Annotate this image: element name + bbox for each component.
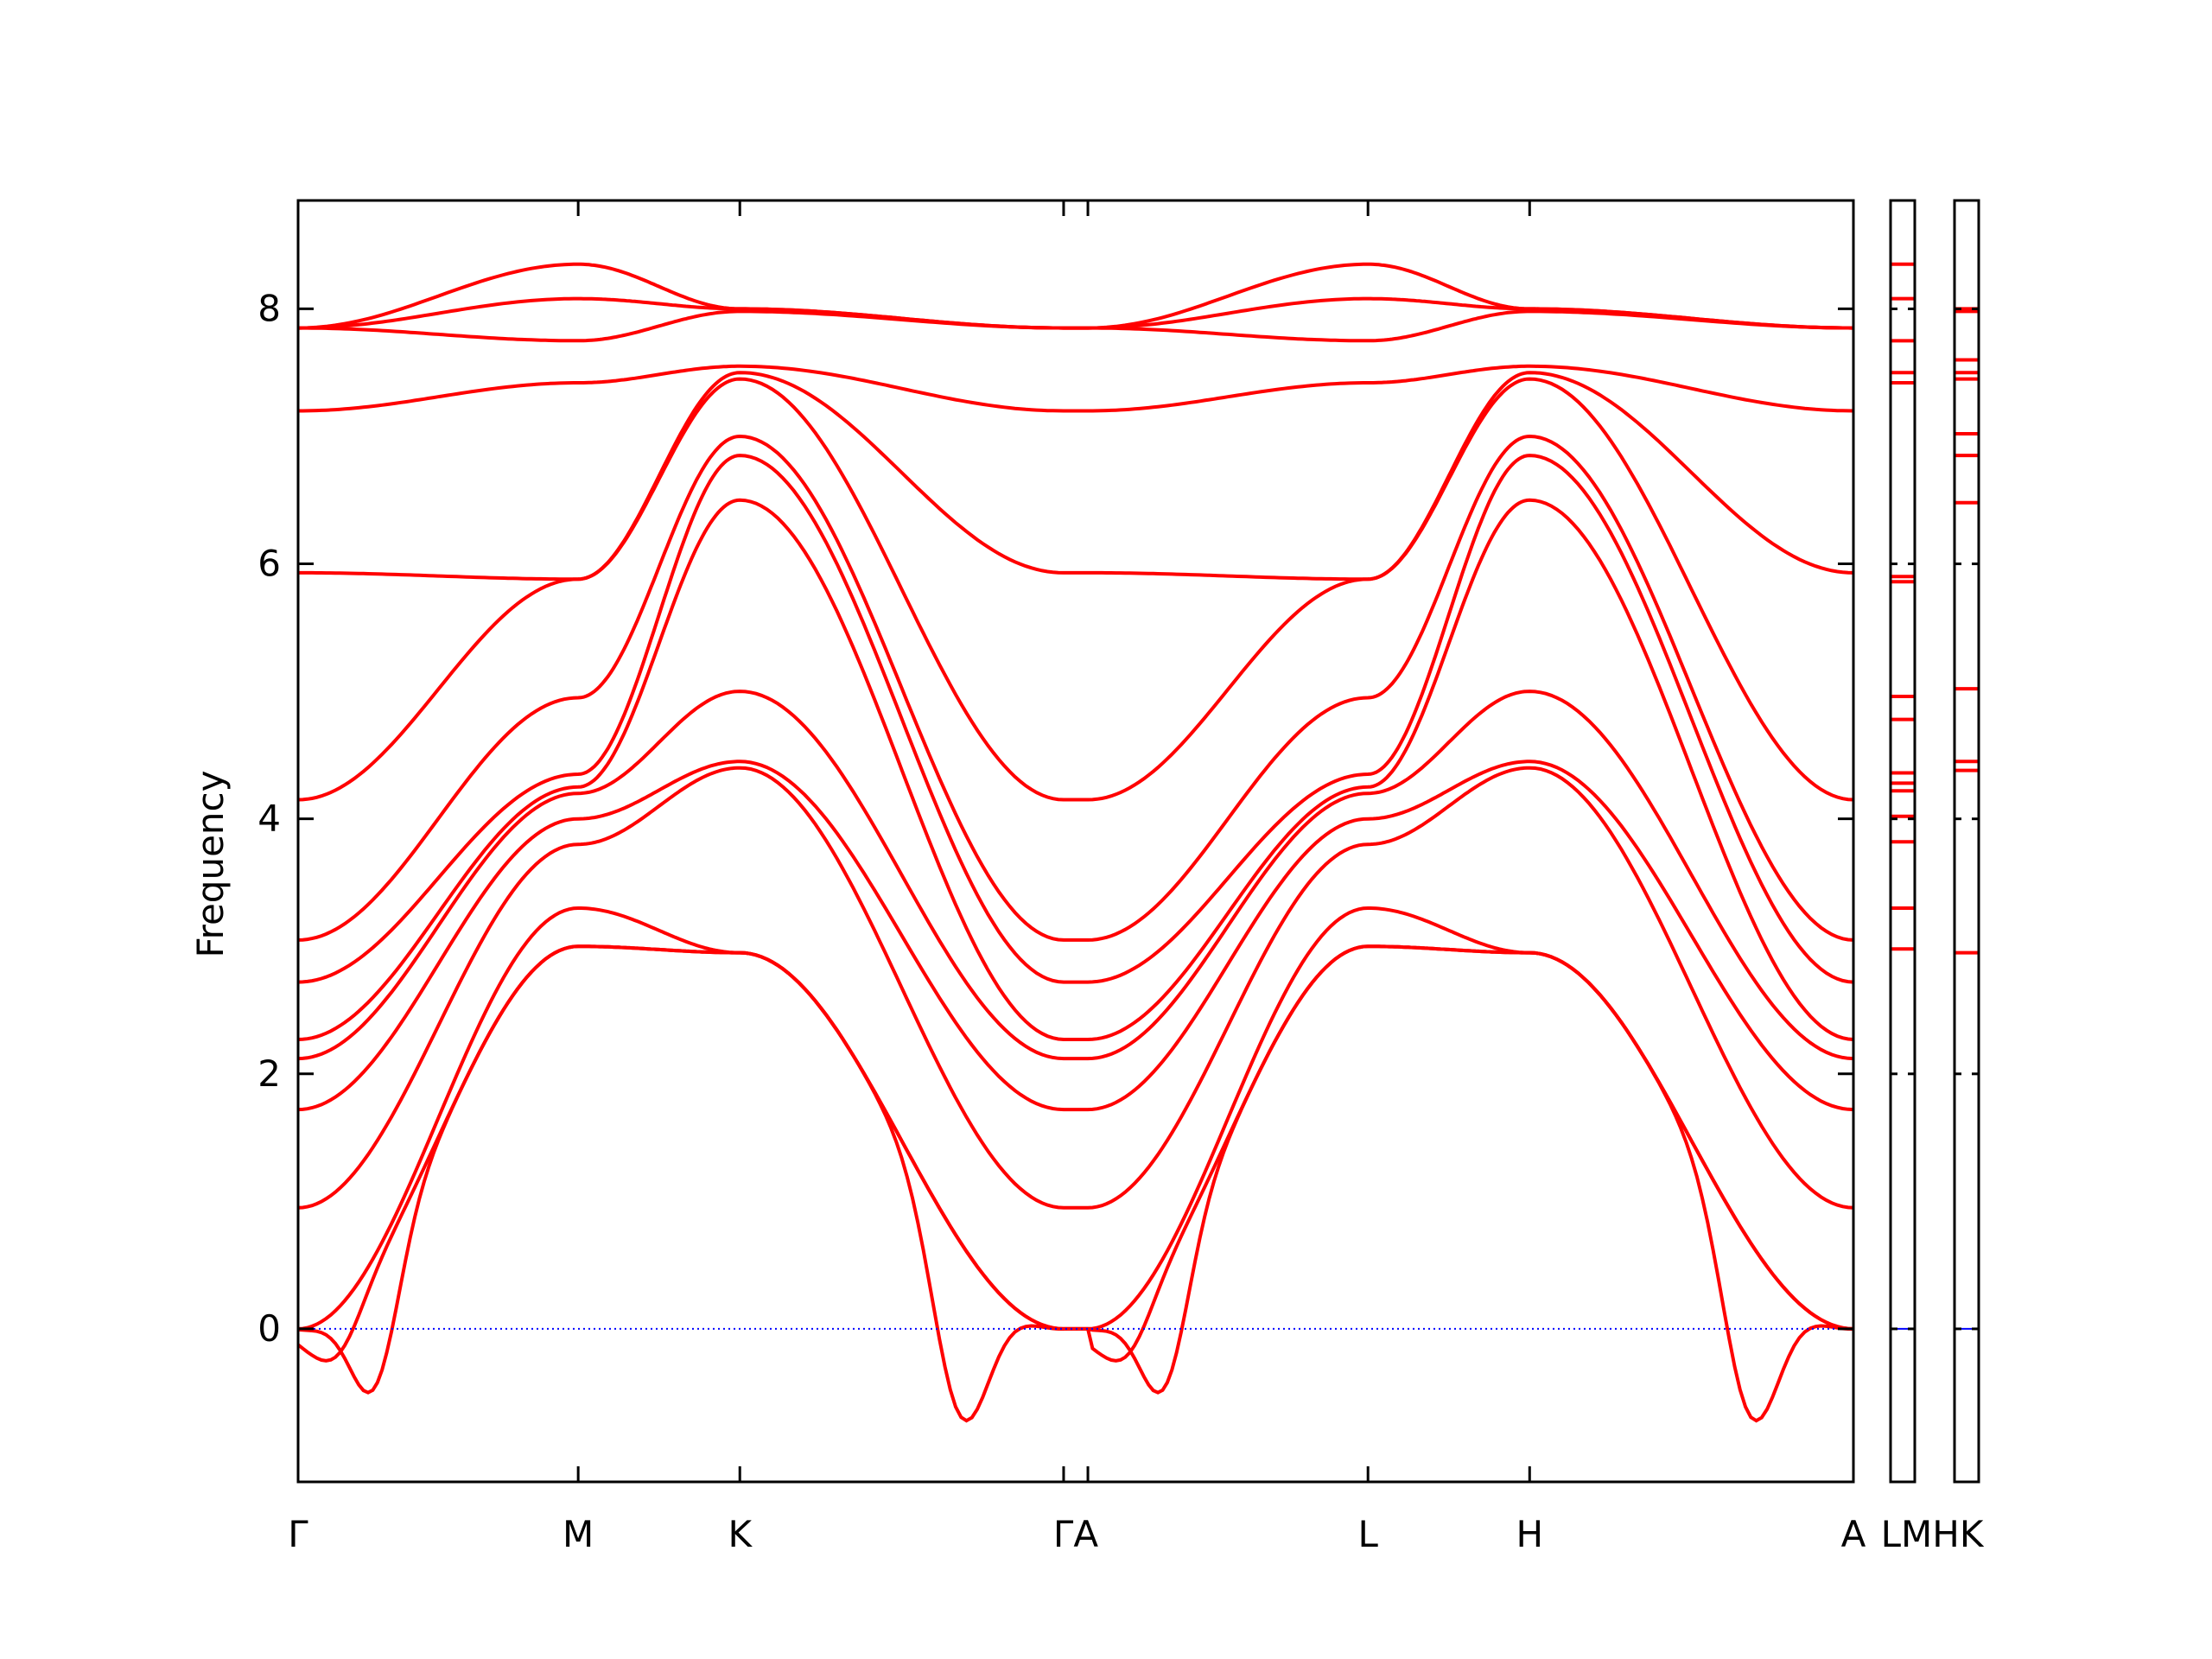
band-lines	[296, 262, 1854, 1423]
band-line	[298, 364, 1854, 413]
band-line	[298, 371, 1854, 582]
y-tick-label: 2	[257, 1052, 281, 1095]
dos-frame	[1953, 199, 1980, 1484]
axes-frame	[296, 199, 1855, 1484]
band-line	[298, 309, 1854, 343]
band-line	[297, 262, 1854, 330]
y-tick-label: 8	[257, 287, 281, 329]
band-line	[297, 454, 1854, 984]
band-line	[297, 434, 1854, 942]
x-tick-label: K	[728, 1513, 753, 1555]
y-tick-label: 0	[257, 1307, 281, 1350]
band-line	[297, 766, 1854, 1210]
band-line	[296, 944, 1854, 1363]
axis-ticks: 0 2 4 6 8 Γ M K ΓA L H A LMHK	[257, 200, 1985, 1555]
x-tick-label: L	[1357, 1513, 1378, 1555]
band-line	[297, 498, 1854, 1041]
x-tick-label: M	[563, 1513, 594, 1555]
x-tick-label: Γ	[288, 1513, 308, 1555]
dos-frame	[1889, 199, 1916, 1484]
y-tick-label: 6	[257, 543, 281, 585]
dos-path-label: LMHK	[1881, 1513, 1985, 1555]
y-tick-label: 4	[257, 798, 281, 840]
plot-frame	[296, 199, 1855, 1484]
dos-panels	[1889, 199, 1980, 1484]
band-line	[297, 760, 1854, 1112]
band-line	[297, 377, 1854, 802]
dos-panel	[1953, 199, 1980, 1484]
band-line	[297, 690, 1854, 1061]
x-tick-label: H	[1516, 1513, 1543, 1555]
x-tick-label: ΓA	[1053, 1513, 1098, 1555]
y-axis-label: Frequency	[189, 771, 232, 958]
dos-panel	[1889, 199, 1916, 1484]
x-tick-label: A	[1841, 1513, 1866, 1555]
band-line	[297, 944, 1854, 1423]
